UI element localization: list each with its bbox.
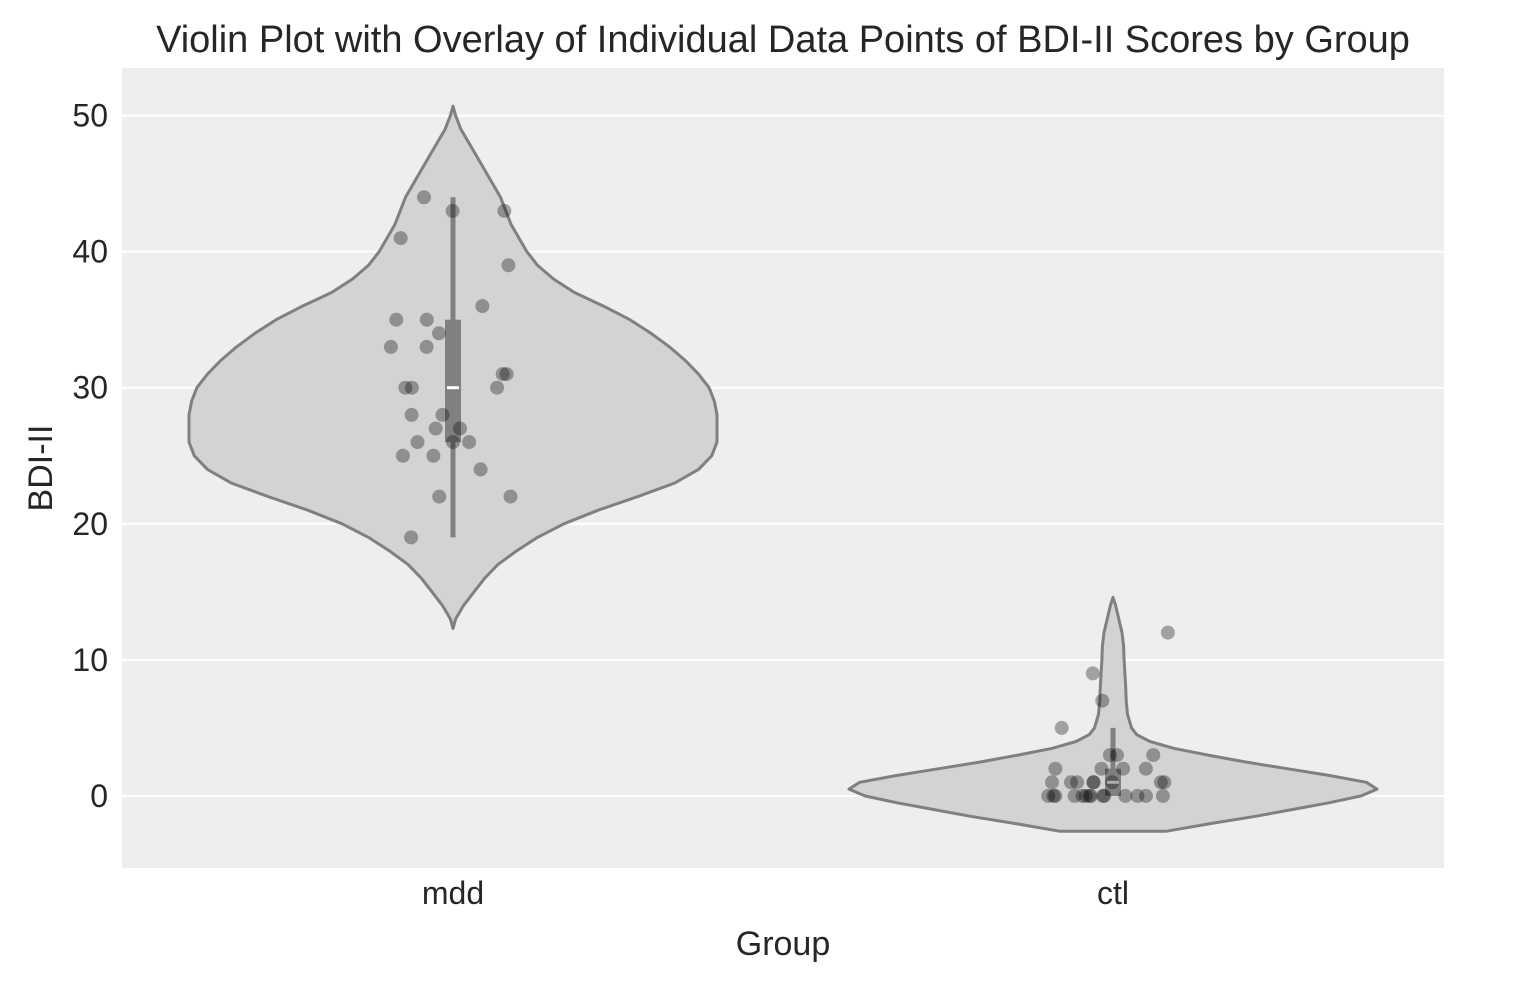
data-point-ctl [1046,788,1061,803]
data-point-mdd [404,530,419,545]
box-plots [445,197,1121,796]
data-point-ctl [1045,775,1059,790]
data-point-mdd [490,380,505,395]
y-tick-labels: 0 10 20 30 40 50 [72,98,108,814]
data-point-mdd [404,407,419,422]
x-tick-label-ctl: ctl [1097,875,1129,911]
data-point-ctl [1086,775,1101,790]
data-point-ctl [1082,788,1097,803]
data-point-mdd [475,299,490,314]
violin-ctl [847,595,1379,833]
y-tick-label-0: 0 [90,778,108,814]
y-tick-label-10: 10 [72,642,108,678]
data-point-ctl [1048,788,1063,803]
data-point-mdd [432,489,447,504]
data-point-ctl [1086,775,1101,790]
data-point-ctl [1048,761,1063,776]
y-tick-label-20: 20 [72,506,108,542]
data-point-ctl [1110,748,1124,763]
iqr-box-mdd [445,319,461,443]
data-point-ctl [1064,775,1078,790]
data-point-ctl [1153,775,1168,790]
data-point-mdd [473,462,488,477]
data-point-ctl [1146,748,1161,763]
data-point-ctl [1155,788,1170,803]
data-point-ctl [1105,775,1120,790]
data-point-mdd [503,489,518,504]
data-point-mdd [404,380,419,395]
data-point-mdd [393,231,408,246]
data-point-ctl [1157,775,1172,790]
data-points [383,190,1175,803]
data-point-ctl [1084,788,1098,803]
chart-title: Violin Plot with Overlay of Individual D… [156,19,1410,61]
y-tick-label-30: 30 [72,370,108,406]
data-point-ctl [1094,761,1109,776]
data-point-mdd [428,421,443,436]
data-point-mdd [462,435,477,450]
data-point-mdd [419,339,434,354]
data-point-ctl [1102,748,1117,763]
data-point-ctl [1160,625,1175,640]
data-point-ctl [1041,788,1056,803]
data-point-ctl [1095,788,1110,803]
data-point-ctl [1075,788,1090,803]
data-point-mdd [501,258,516,273]
data-point-mdd [419,312,434,327]
data-point-mdd [446,435,460,450]
data-point-ctl [1138,761,1153,776]
data-point-mdd [497,203,512,218]
data-point-mdd [445,203,460,218]
y-tick-label-40: 40 [72,234,108,270]
data-point-mdd [495,367,510,382]
data-point-ctl [1054,720,1069,735]
data-point-mdd [410,435,425,450]
x-axis-label: Group [736,925,831,963]
data-point-ctl [1095,693,1110,708]
data-point-ctl [1116,761,1131,776]
data-point-mdd [389,312,404,327]
data-point-mdd [383,339,398,354]
y-tick-label-50: 50 [72,98,108,134]
data-point-mdd [426,448,441,463]
x-tick-labels: mdd ctl [422,875,1129,911]
data-point-mdd [395,448,410,463]
data-point-ctl [1070,775,1085,790]
data-point-ctl [1067,788,1082,803]
data-point-ctl [1118,788,1133,803]
data-point-mdd [417,190,431,205]
data-point-mdd [499,367,514,382]
data-point-mdd [435,407,450,422]
data-point-ctl [1139,788,1153,803]
data-point-mdd [453,421,467,436]
data-point-mdd [432,326,446,341]
data-point-ctl [1085,666,1100,681]
data-point-ctl [1097,788,1112,803]
data-point-ctl [1078,788,1093,803]
data-point-ctl [1130,788,1145,803]
x-tick-label-mdd: mdd [422,875,484,911]
y-axis-label: BDI-II [22,425,60,512]
data-point-mdd [398,380,413,395]
